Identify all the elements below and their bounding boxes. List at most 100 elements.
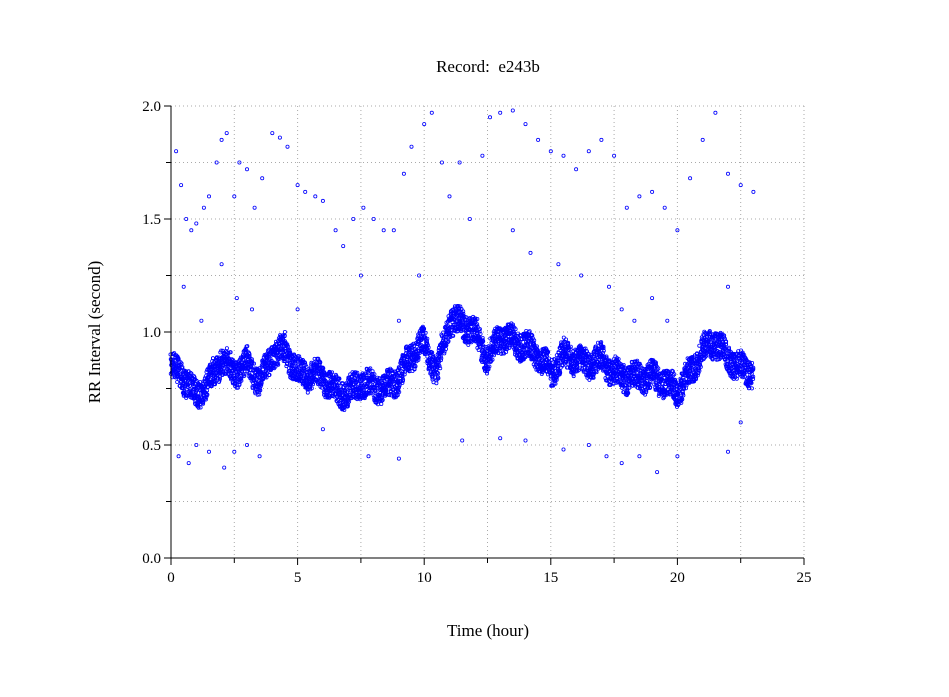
- outlier-point: [401, 171, 406, 176]
- band-point: [426, 345, 431, 350]
- outlier-point: [237, 160, 242, 165]
- band-point: [333, 374, 338, 379]
- band-point: [205, 392, 210, 397]
- outlier-point: [199, 318, 204, 323]
- band-point: [438, 354, 443, 359]
- y-tick-label: 0.0: [142, 551, 161, 567]
- outlier-point: [396, 456, 401, 461]
- outlier-point: [650, 189, 655, 194]
- outlier-point: [579, 273, 584, 278]
- outlier-point: [232, 449, 237, 454]
- band-point: [571, 374, 576, 379]
- band-point: [191, 374, 196, 379]
- band-point: [237, 382, 242, 387]
- outlier-point: [457, 160, 462, 165]
- outlier-point: [189, 228, 194, 233]
- outlier-point: [303, 189, 308, 194]
- band-point: [558, 365, 563, 370]
- band-point: [751, 367, 756, 372]
- band-point: [704, 353, 709, 358]
- outlier-point: [536, 137, 541, 142]
- outlier-point: [713, 110, 718, 115]
- band-point: [239, 376, 244, 381]
- band-point: [477, 329, 482, 334]
- outlier-point: [351, 216, 356, 221]
- outlier-point: [429, 110, 434, 115]
- band-point: [723, 351, 728, 356]
- band-point: [485, 353, 490, 358]
- band-point: [252, 378, 257, 383]
- outlier-point: [607, 284, 612, 289]
- outlier-point: [206, 449, 211, 454]
- band-point: [321, 366, 326, 371]
- band-point: [648, 385, 653, 390]
- outlier-point: [257, 454, 262, 459]
- band-point: [484, 371, 489, 376]
- band-point: [264, 375, 269, 380]
- band-point: [189, 371, 194, 376]
- band-point: [724, 339, 729, 344]
- outlier-point: [219, 262, 224, 267]
- band-point: [428, 370, 433, 375]
- band-point: [535, 348, 540, 353]
- outlier-point: [206, 194, 211, 199]
- band-point: [345, 404, 350, 409]
- x-tick-label: 10: [417, 570, 432, 586]
- band-point: [318, 360, 323, 365]
- band-point: [632, 377, 637, 382]
- outlier-point: [675, 228, 680, 233]
- band-point: [590, 354, 595, 359]
- band-point: [515, 345, 520, 350]
- band-point: [594, 370, 599, 375]
- band-point: [751, 376, 756, 381]
- band-point: [230, 371, 235, 376]
- band-point: [430, 375, 435, 380]
- band-point: [469, 340, 474, 345]
- band-point: [228, 350, 233, 355]
- outlier-point: [417, 273, 422, 278]
- band-point: [745, 372, 750, 377]
- outlier-point: [409, 144, 414, 149]
- outlier-point: [586, 442, 591, 447]
- band-point: [187, 383, 192, 388]
- band-point: [747, 360, 752, 365]
- band-point: [234, 385, 239, 390]
- band-point: [414, 348, 419, 353]
- outlier-point: [341, 244, 346, 249]
- band-point: [749, 386, 754, 391]
- band-point: [654, 360, 659, 365]
- outlier-point: [224, 131, 229, 136]
- band-point: [424, 339, 429, 344]
- band-point: [643, 388, 648, 393]
- band-point: [219, 348, 224, 353]
- band-point: [554, 377, 559, 382]
- band-point: [201, 401, 206, 406]
- band-point: [201, 399, 206, 404]
- band-point: [283, 342, 288, 347]
- band-point: [330, 370, 335, 375]
- outlier-point: [439, 160, 444, 165]
- band-point: [373, 389, 378, 394]
- band-point: [172, 351, 177, 356]
- band-point: [209, 384, 214, 389]
- outlier-point: [181, 284, 186, 289]
- band-point: [372, 372, 377, 377]
- outlier-point: [726, 449, 731, 454]
- band-point: [239, 378, 244, 383]
- outlier-point: [184, 216, 189, 221]
- outlier-point: [498, 436, 503, 441]
- outlier-point: [277, 135, 282, 140]
- outlier-point: [487, 115, 492, 120]
- band-point: [251, 361, 256, 366]
- band-point: [224, 346, 229, 351]
- outlier-point: [599, 137, 604, 142]
- outlier-point: [662, 205, 667, 210]
- band-point: [257, 392, 262, 397]
- outlier-point: [252, 205, 257, 210]
- band-point: [436, 376, 441, 381]
- band-point: [380, 397, 385, 402]
- outlier-point: [738, 183, 743, 188]
- band-point: [490, 357, 495, 362]
- band-point: [391, 381, 396, 386]
